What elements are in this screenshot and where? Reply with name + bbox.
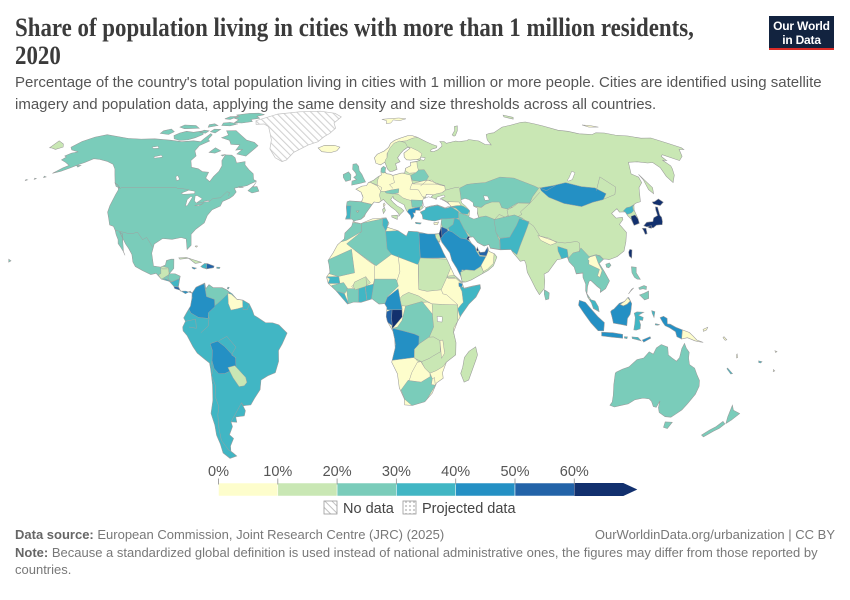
- svg-text:60%: 60%: [560, 464, 589, 480]
- svg-text:30%: 30%: [382, 464, 411, 480]
- svg-text:10%: 10%: [263, 464, 292, 480]
- svg-text:No data: No data: [343, 501, 395, 517]
- svg-text:Projected data: Projected data: [422, 501, 516, 517]
- svg-text:50%: 50%: [500, 464, 529, 480]
- svg-text:20%: 20%: [323, 464, 352, 480]
- svg-text:0%: 0%: [208, 464, 229, 480]
- svg-text:40%: 40%: [441, 464, 470, 480]
